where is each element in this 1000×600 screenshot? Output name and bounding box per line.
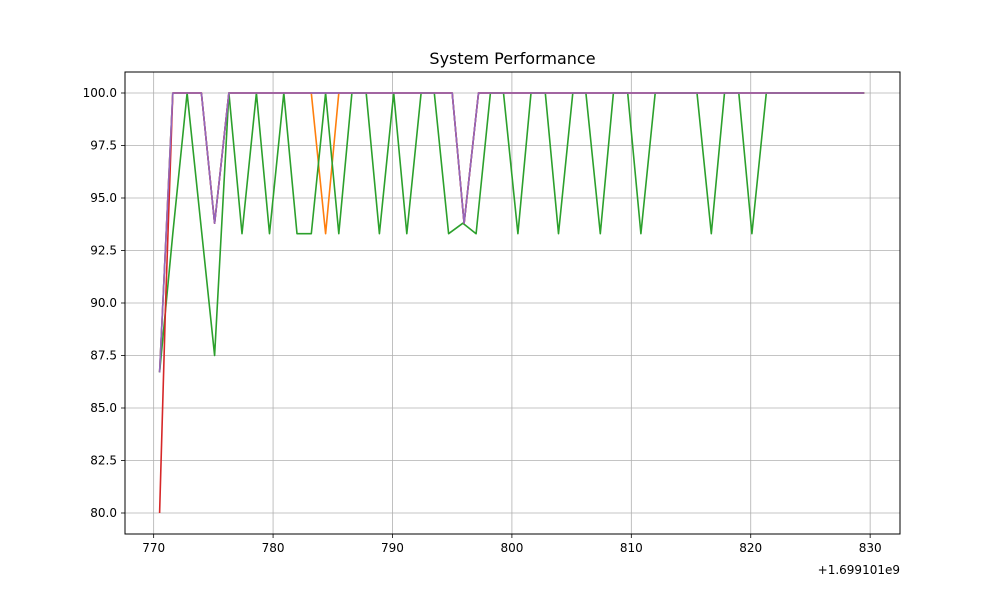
x-tick-label: 810 bbox=[620, 541, 643, 555]
y-tick-label: 90.0 bbox=[90, 296, 117, 310]
series-lines bbox=[158, 92, 865, 514]
y-tick-label: 95.0 bbox=[90, 191, 117, 205]
x-tick-label: 770 bbox=[142, 541, 165, 555]
x-tick-label: 780 bbox=[262, 541, 285, 555]
x-tick-label: 820 bbox=[739, 541, 762, 555]
y-tick-label: 82.5 bbox=[90, 454, 117, 468]
y-tick-label: 80.0 bbox=[90, 506, 117, 520]
series-line-5 bbox=[158, 92, 865, 373]
x-tick-label: 800 bbox=[500, 541, 523, 555]
axis-ticks: 770 780 790 800 810 820 830 80.0 82.5 85.0 87.5 90.… bbox=[83, 86, 882, 555]
y-tick-label: 97.5 bbox=[90, 139, 117, 153]
y-tick-label: 87.5 bbox=[90, 349, 117, 363]
y-tick-label: 85.0 bbox=[90, 401, 117, 415]
y-tick-label: 92.5 bbox=[90, 244, 117, 258]
x-tick-label: 830 bbox=[859, 541, 882, 555]
y-tick-label: 100.0 bbox=[83, 86, 117, 100]
chart-title: System Performance bbox=[429, 49, 595, 68]
x-axis-offset-label: +1.699101e9 bbox=[818, 563, 900, 577]
x-tick-label: 790 bbox=[381, 541, 404, 555]
